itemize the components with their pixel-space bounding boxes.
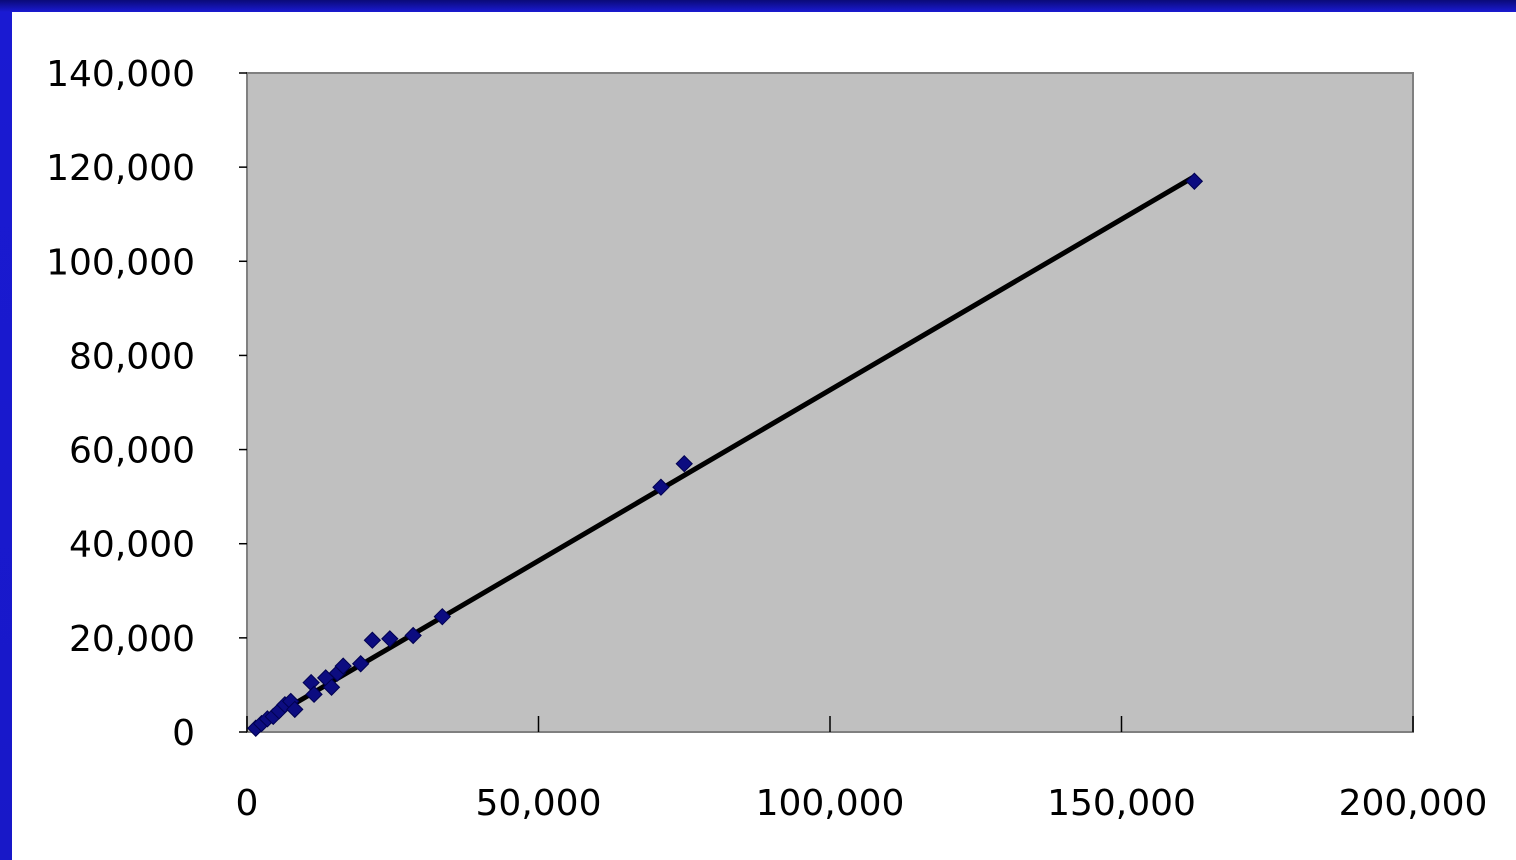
data-point <box>652 478 670 496</box>
data-point <box>404 626 422 645</box>
x-tick-label: 50,000 <box>476 783 602 824</box>
y-tick-label: 80,000 <box>69 336 195 377</box>
y-tick-label: 40,000 <box>69 525 195 566</box>
data-point <box>351 655 370 673</box>
y-tick-label: 20,000 <box>69 619 195 660</box>
data-point <box>305 685 323 704</box>
y-tick-label: 60,000 <box>69 431 195 472</box>
data-point <box>363 631 382 649</box>
y-tick-label: 100,000 <box>46 242 195 283</box>
x-tick-label: 0 <box>236 783 259 824</box>
data-point <box>334 657 352 675</box>
data-point <box>1185 172 1204 190</box>
data-point <box>433 607 452 626</box>
x-tick-label: 150,000 <box>1047 783 1196 824</box>
x-tick-label: 100,000 <box>756 783 905 824</box>
data-point <box>675 454 693 473</box>
data-point <box>286 700 304 719</box>
data-point <box>381 630 399 648</box>
plot-area <box>246 72 1414 733</box>
y-tick-label: 120,000 <box>46 148 195 189</box>
y-tick-label: 0 <box>172 713 195 754</box>
x-tick-label: 200,000 <box>1339 783 1488 824</box>
data-point <box>322 678 341 696</box>
y-tick-label: 140,000 <box>46 54 195 95</box>
